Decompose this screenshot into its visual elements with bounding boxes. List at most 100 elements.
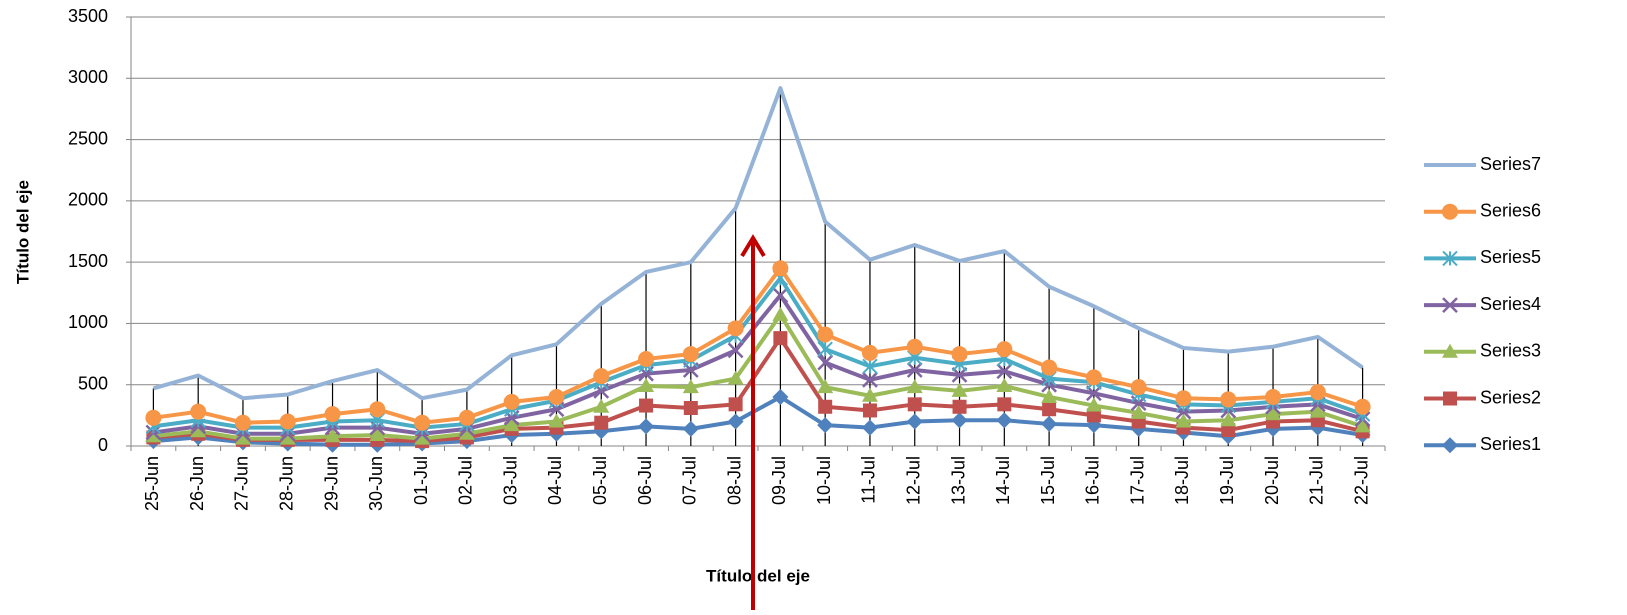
marker [727, 413, 744, 430]
legend-label: Series3 [1480, 341, 1541, 361]
marker [145, 428, 162, 443]
x-tick-label: 18-Jul [1172, 456, 1192, 505]
marker [906, 362, 923, 378]
marker [1442, 250, 1458, 267]
marker [503, 393, 520, 410]
marker [1041, 388, 1058, 403]
marker [1085, 397, 1102, 412]
marker [1443, 391, 1457, 406]
legend-label: Series7 [1480, 154, 1541, 174]
marker [1354, 418, 1371, 433]
marker [593, 368, 610, 385]
marker [1442, 343, 1458, 358]
marker [951, 382, 968, 397]
marker [369, 426, 386, 441]
marker [369, 401, 386, 418]
x-tick-label: 17-Jul [1127, 456, 1147, 505]
marker [773, 331, 788, 346]
marker [548, 413, 565, 428]
x-tick-label: 12-Jul [904, 456, 924, 505]
x-tick-label: 04-Jul [545, 456, 565, 505]
marker [862, 358, 878, 375]
marker [190, 403, 207, 420]
marker [1130, 379, 1147, 396]
marker [862, 371, 878, 388]
marker [1175, 403, 1192, 420]
x-tick-label: 03-Jul [500, 456, 520, 505]
y-tick-label: 1000 [68, 312, 108, 332]
x-axis-title: Título del eje [706, 566, 810, 585]
x-tick-label: 25-Jun [142, 456, 162, 511]
marker [190, 423, 207, 438]
marker [682, 346, 699, 363]
x-tick-label: 10-Jul [814, 456, 834, 505]
marker [1085, 369, 1102, 386]
y-tick-label: 3000 [68, 67, 108, 87]
marker [324, 428, 341, 443]
marker [817, 379, 834, 394]
marker [594, 415, 609, 430]
marker [503, 417, 520, 432]
series-line [153, 312, 1364, 441]
legend-label: Series6 [1480, 200, 1541, 220]
x-tick-label: 28-Jun [277, 456, 297, 511]
marker [772, 306, 789, 321]
y-axis-title: Título del eje [13, 180, 32, 284]
marker [906, 338, 923, 355]
marker [458, 409, 475, 426]
legend-label: Series4 [1480, 294, 1541, 314]
y-tick-label: 3500 [68, 6, 108, 26]
marker [772, 260, 789, 277]
marker [639, 398, 654, 413]
marker [638, 350, 655, 367]
x-tick-label: 09-Jul [769, 456, 789, 505]
marker [414, 414, 431, 431]
marker [279, 413, 296, 430]
marker [817, 354, 834, 371]
marker [817, 417, 834, 434]
marker [996, 377, 1013, 392]
marker [593, 398, 610, 413]
x-tick-label: 21-Jul [1307, 456, 1327, 505]
series-line [153, 266, 1364, 425]
marker [906, 413, 923, 430]
y-tick-label: 1500 [68, 251, 108, 271]
series-line [153, 293, 1364, 436]
x-tick-label: 19-Jul [1217, 456, 1237, 505]
series-line [153, 276, 1364, 430]
x-tick-label: 20-Jul [1262, 456, 1282, 505]
marker [145, 409, 162, 426]
x-tick-label: 27-Jun [232, 456, 252, 511]
series [145, 306, 1371, 445]
x-tick-label: 26-Jun [187, 456, 207, 511]
x-tick-label: 14-Jul [993, 456, 1013, 505]
marker [458, 425, 475, 440]
series-line [153, 336, 1364, 444]
marker [1130, 404, 1147, 419]
legend-label: Series5 [1480, 247, 1541, 267]
marker [951, 412, 968, 429]
marker [1220, 391, 1237, 408]
marker [996, 363, 1013, 380]
marker [682, 420, 699, 437]
marker [279, 430, 296, 445]
marker [1442, 297, 1458, 313]
y-tick-label: 500 [78, 373, 108, 393]
marker [1442, 437, 1458, 454]
x-tick-label: 06-Jul [635, 456, 655, 505]
marker [861, 344, 878, 361]
marker [997, 397, 1012, 412]
marker [727, 320, 744, 337]
marker [1086, 385, 1102, 402]
y-tick-label: 2000 [68, 190, 108, 210]
marker [1041, 415, 1058, 432]
marker [862, 403, 877, 418]
marker [817, 326, 834, 343]
x-tick-label: 01-Jul [411, 456, 431, 505]
marker [772, 287, 789, 304]
marker [638, 418, 655, 435]
marker [682, 379, 699, 394]
marker [728, 397, 743, 412]
